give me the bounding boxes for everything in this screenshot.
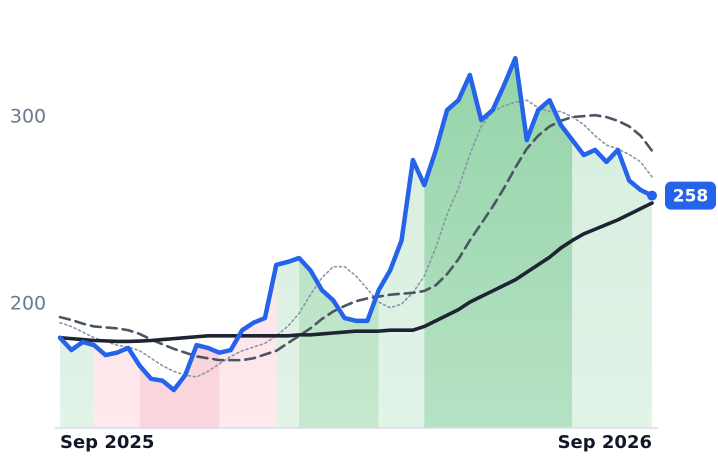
lines [57,55,657,393]
band-fade [60,0,652,428]
last-value-label: 258 [673,187,709,207]
last-value-badge [665,181,716,210]
y-tick-label: 200 [10,293,46,315]
x-tick-label: Sep 2026 [558,432,652,453]
price-line [57,55,655,393]
x-tick-label: Sep 2025 [60,432,154,453]
moving-average-line [58,113,654,362]
bands [60,0,652,429]
moving-average-line [58,201,654,344]
last-point [647,190,657,201]
y-tick-label: 300 [10,106,46,128]
labels: 200 300 Sep 2025 Sep 2026 258 [10,106,716,453]
